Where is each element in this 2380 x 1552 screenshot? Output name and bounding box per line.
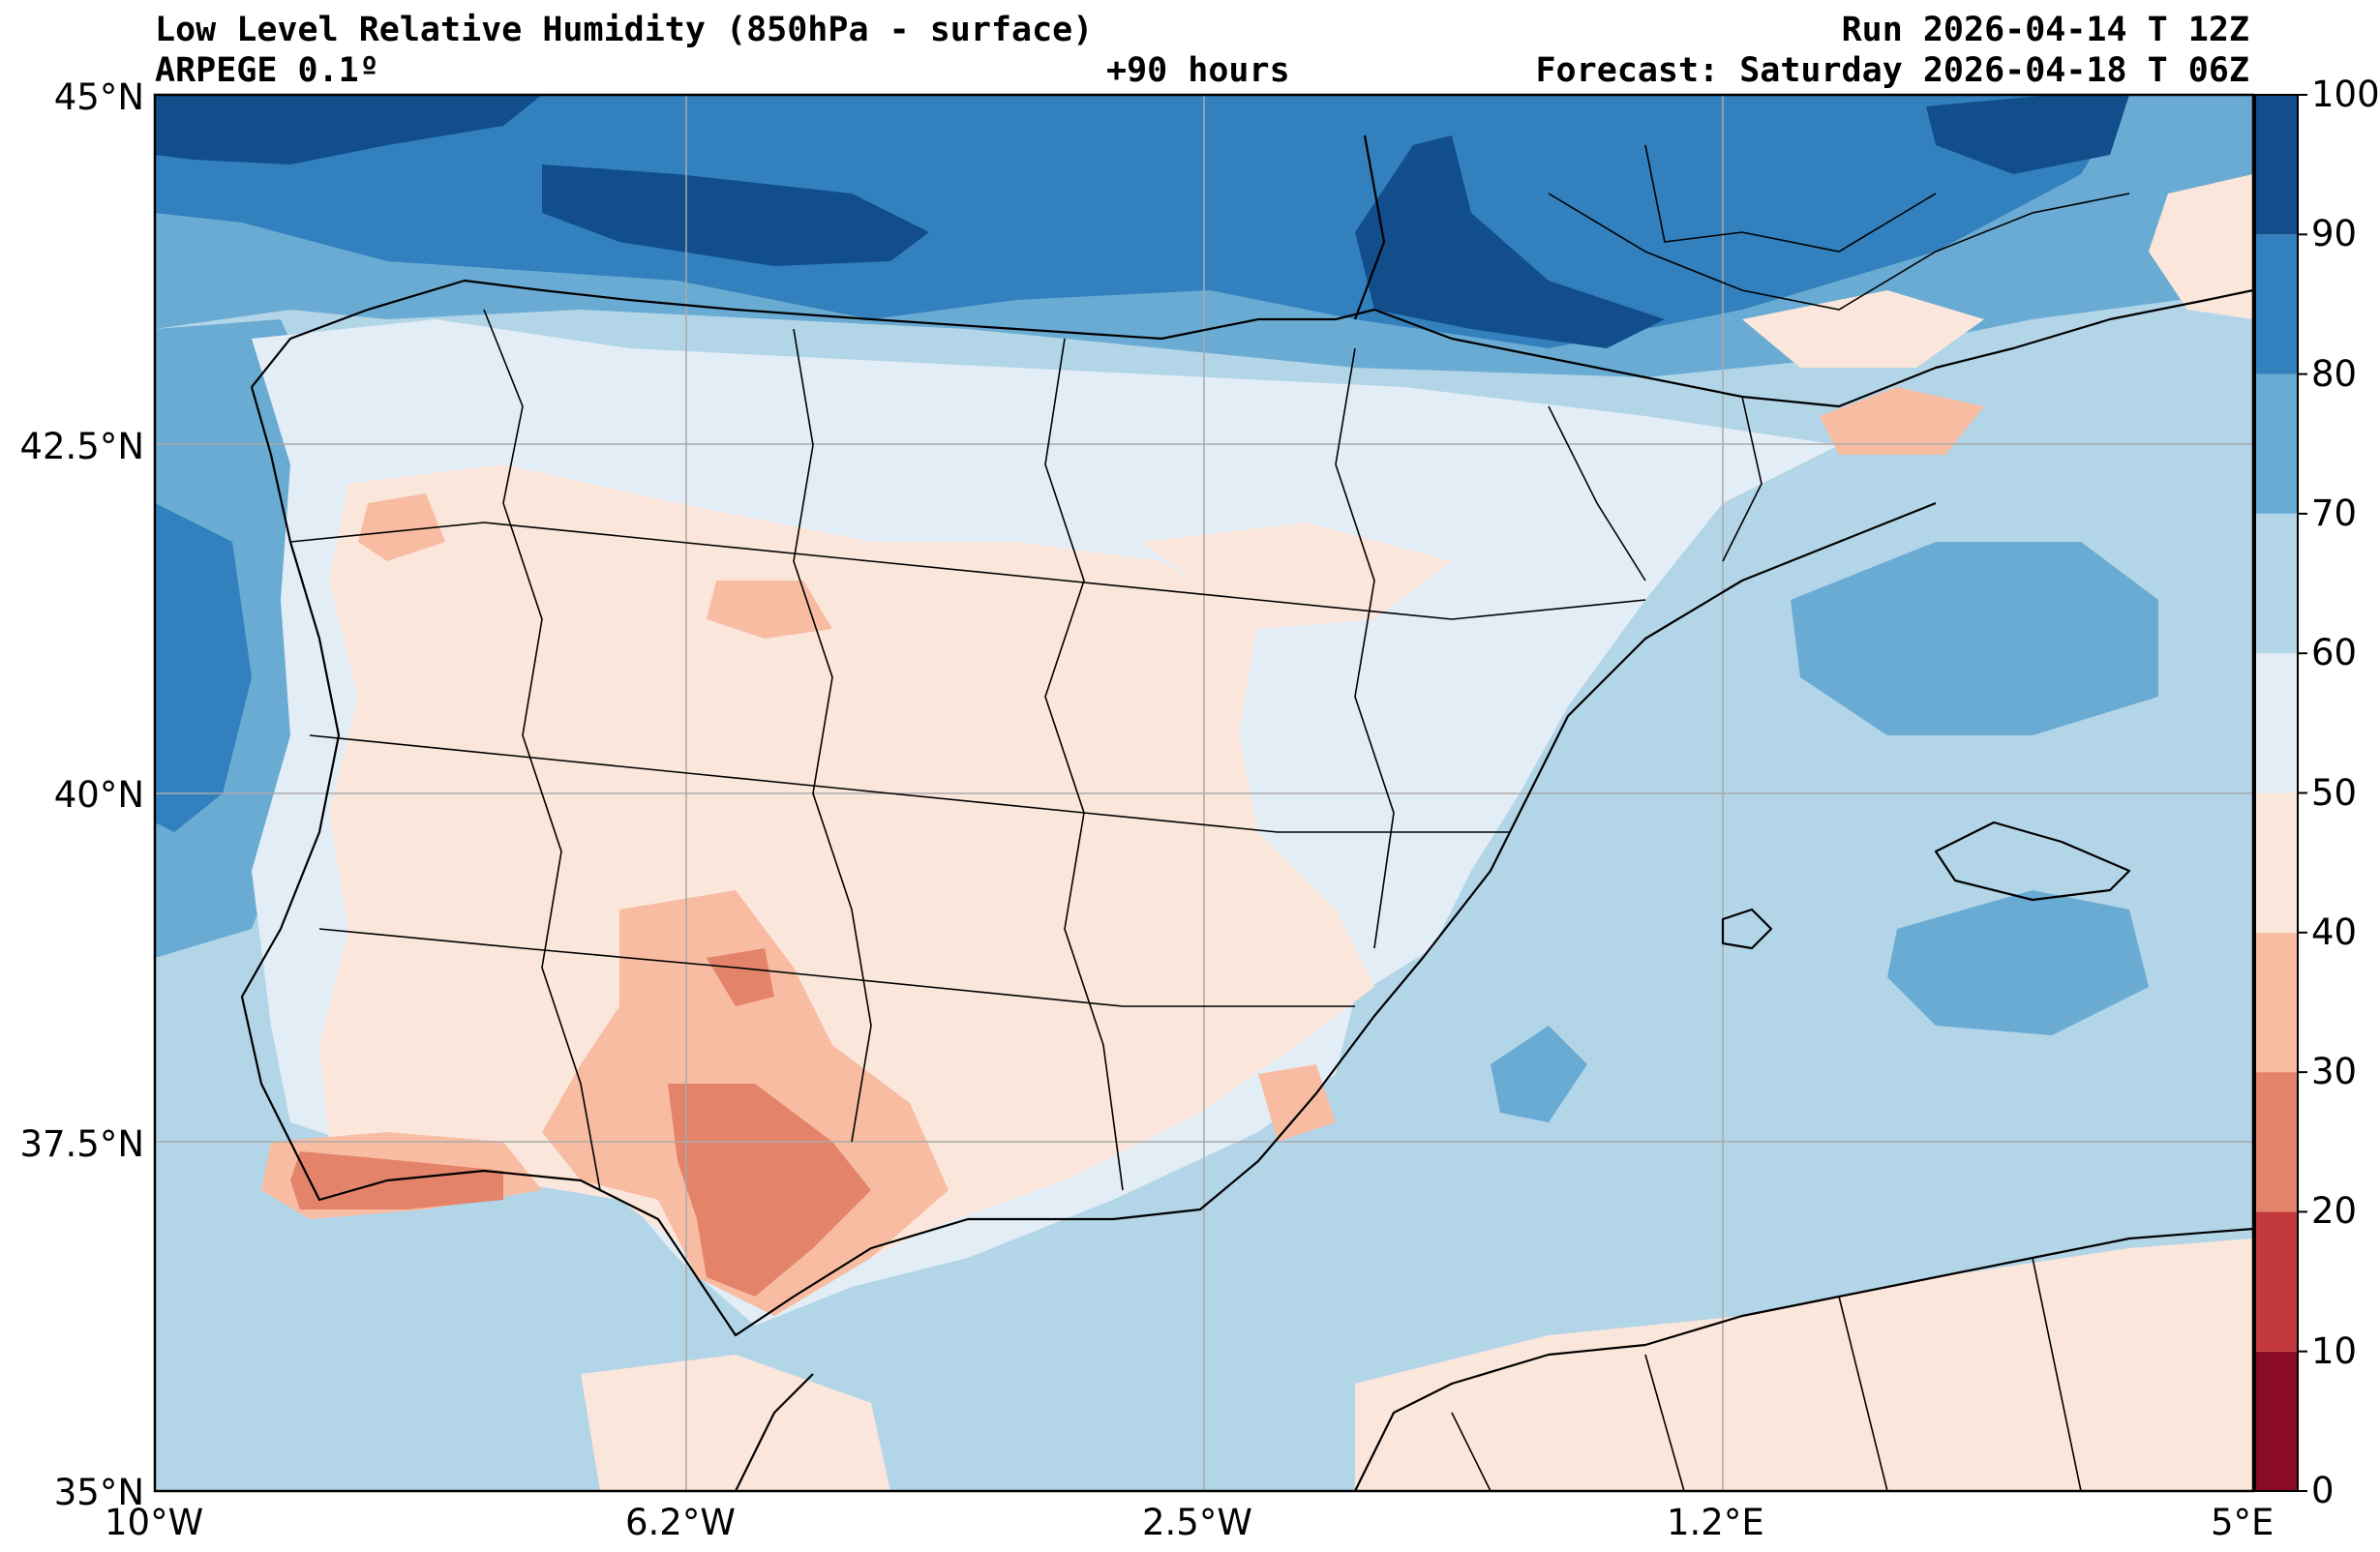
humidity-zone bbox=[542, 164, 929, 266]
coastlines bbox=[240, 134, 2253, 1491]
colorbar-tick-label: 20 bbox=[2311, 1190, 2358, 1233]
colorbar-segment bbox=[2255, 234, 2298, 374]
lat-tick-label: 45°N bbox=[53, 76, 144, 118]
humidity-zone bbox=[1887, 890, 2149, 1035]
colorbar bbox=[2255, 94, 2307, 1492]
lat-tick-label: 37.5°N bbox=[19, 1123, 144, 1165]
model-label: ARPEGE 0.1º bbox=[155, 51, 379, 90]
province-borders bbox=[289, 144, 2130, 1491]
humidity-zone bbox=[2149, 174, 2253, 319]
colorbar-tick-label: 50 bbox=[2311, 771, 2358, 814]
humidity-zone bbox=[1742, 290, 1984, 368]
colorbar-tick-label: 80 bbox=[2311, 352, 2358, 395]
gridlines bbox=[155, 95, 2253, 1491]
humidity-zone bbox=[1355, 1239, 2253, 1491]
run-label: Run 2026-04-14 T 12Z bbox=[1841, 11, 2249, 49]
humidity-zone bbox=[1258, 1064, 1336, 1142]
humidity-zone bbox=[155, 95, 542, 164]
map-frame bbox=[153, 93, 2255, 1493]
lon-tick-label: 5°E bbox=[2211, 1502, 2275, 1543]
humidity-zone bbox=[1791, 542, 2158, 735]
lon-tick-label: 1.2°E bbox=[1667, 1502, 1764, 1543]
colorbar-segment bbox=[2255, 513, 2298, 654]
colorbar-segment bbox=[2255, 1351, 2298, 1491]
colorbar-tick-label: 0 bbox=[2311, 1470, 2335, 1511]
colorbar-segment bbox=[2255, 792, 2298, 933]
colorbar-segment bbox=[2255, 373, 2298, 514]
colorbar-segment bbox=[2255, 932, 2298, 1073]
colorbar-segment bbox=[2255, 653, 2298, 793]
lon-tick-label: 10°W bbox=[105, 1502, 204, 1543]
humidity-zone bbox=[155, 503, 252, 832]
humidity-zone bbox=[707, 948, 774, 1006]
humidity-zone bbox=[707, 581, 832, 639]
humidity-zone bbox=[155, 95, 2129, 348]
humidity-zone bbox=[358, 493, 445, 561]
colorbar-segment bbox=[2255, 1072, 2298, 1212]
humidity-zone bbox=[1142, 522, 1452, 629]
map-title: Low Level Relative Humidity (850hPa - su… bbox=[155, 11, 1094, 49]
colorbar-tick-label: 90 bbox=[2311, 213, 2358, 255]
colorbar-tick-label: 10 bbox=[2311, 1329, 2358, 1372]
lat-tick-label: 40°N bbox=[53, 774, 144, 816]
colorbar-segment bbox=[2255, 95, 2298, 235]
lat-tick-label: 42.5°N bbox=[19, 426, 144, 467]
lead-time-label: +90 hours bbox=[1106, 51, 1290, 90]
colorbar-segment bbox=[2255, 1211, 2298, 1352]
colorbar-tick-label: 100 bbox=[2311, 74, 2380, 115]
colorbar-tick-label: 40 bbox=[2311, 910, 2358, 953]
lon-tick-label: 2.5°W bbox=[1142, 1502, 1252, 1543]
humidity-zone bbox=[668, 1084, 871, 1297]
colorbar-tick-label: 70 bbox=[2311, 492, 2358, 534]
humidity-zone bbox=[581, 1355, 890, 1491]
colorbar-tick-label: 30 bbox=[2311, 1051, 2358, 1093]
humidity-zone bbox=[1926, 95, 2129, 174]
humidity-zone bbox=[1355, 135, 1665, 348]
lon-tick-label: 6.2°W bbox=[625, 1502, 736, 1543]
lat-tick-label: 35°N bbox=[53, 1472, 144, 1513]
humidity-zone bbox=[1820, 387, 1984, 455]
colorbar-frame bbox=[2254, 94, 2299, 1492]
forecast-label: Forecast: Saturday 2026-04-18 T 06Z bbox=[1535, 51, 2249, 90]
colorbar-tick-label: 60 bbox=[2311, 632, 2358, 674]
humidity-zone bbox=[1491, 1026, 1587, 1122]
